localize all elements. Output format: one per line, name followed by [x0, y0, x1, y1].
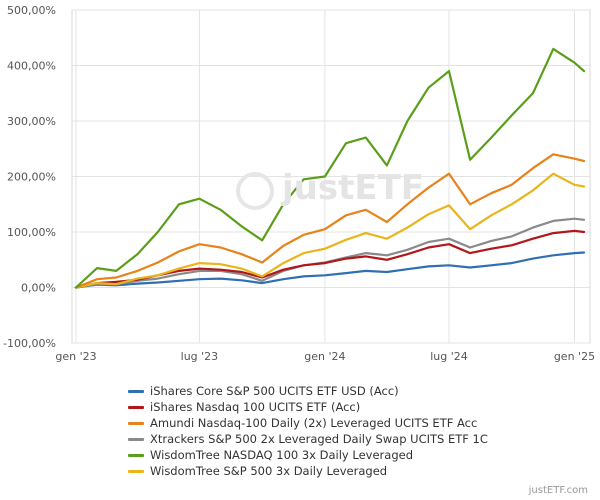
legend-label: Amundi Nasdaq-100 Daily (2x) Leveraged U… — [150, 416, 478, 430]
x-tick-label: lug '24 — [430, 350, 468, 363]
watermark: justETF — [282, 168, 424, 208]
legend-swatch — [128, 437, 144, 441]
legend-swatch — [128, 469, 144, 473]
legend-swatch — [128, 421, 144, 425]
x-tick-label: lug '23 — [181, 350, 219, 363]
chart-legend: iShares Core S&P 500 UCITS ETF USD (Acc)… — [128, 383, 488, 479]
legend-label: iShares Core S&P 500 UCITS ETF USD (Acc) — [150, 384, 399, 398]
y-tick-label: -100,00% — [3, 337, 56, 350]
series-line — [74, 172, 586, 289]
axes: -100,00% 0,00% 100,00% 200,00% 300,00% 400,00… — [3, 4, 595, 363]
credit-link[interactable]: justETF.com — [528, 485, 588, 496]
y-tick-label: 200,00% — [7, 171, 56, 184]
series-line — [74, 47, 586, 289]
y-tick-label: 100,00% — [7, 226, 56, 239]
line-chart: -100,00% 0,00% 100,00% 200,00% 300,00% 400,00… — [3, 4, 595, 363]
legend-item[interactable]: iShares Core S&P 500 UCITS ETF USD (Acc) — [128, 383, 488, 399]
x-tick-label: gen '24 — [304, 350, 345, 363]
legend-swatch — [128, 389, 144, 393]
series-line — [74, 251, 586, 289]
legend-item[interactable]: Amundi Nasdaq-100 Daily (2x) Leveraged U… — [128, 415, 488, 431]
legend-item[interactable]: WisdomTree S&P 500 3x Daily Leveraged — [128, 463, 488, 479]
y-tick-label: 0,00% — [21, 282, 56, 295]
x-tick-label: gen '25 — [554, 350, 595, 363]
legend-swatch — [128, 453, 144, 457]
y-tick-label: 500,00% — [7, 4, 56, 17]
legend-item[interactable]: Xtrackers S&P 500 2x Leveraged Daily Swa… — [128, 431, 488, 447]
y-tick-label: 300,00% — [7, 115, 56, 128]
legend-label: iShares Nasdaq 100 UCITS ETF (Acc) — [150, 400, 361, 414]
grid-lines — [71, 9, 591, 344]
legend-label: Xtrackers S&P 500 2x Leveraged Daily Swa… — [150, 432, 488, 446]
x-tick-label: gen '23 — [55, 350, 96, 363]
legend-label: WisdomTree S&P 500 3x Daily Leveraged — [150, 464, 388, 478]
watermark-logo-icon — [236, 172, 274, 210]
y-tick-label: 400,00% — [7, 60, 56, 73]
legend-item[interactable]: iShares Nasdaq 100 UCITS ETF (Acc) — [128, 399, 488, 415]
series-lines — [74, 47, 586, 289]
legend-swatch — [128, 405, 144, 409]
series-line — [74, 153, 586, 289]
legend-item[interactable]: WisdomTree NASDAQ 100 3x Daily Leveraged — [128, 447, 488, 463]
legend-label: WisdomTree NASDAQ 100 3x Daily Leveraged — [150, 448, 414, 462]
